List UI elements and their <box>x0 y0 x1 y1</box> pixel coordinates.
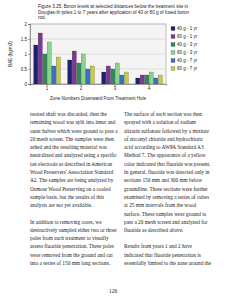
y-tick: 0 <box>24 82 30 87</box>
grid-line <box>30 39 166 40</box>
tick-label: 1 <box>24 52 27 57</box>
paragraph: Results from years 1 and 2 have indicate… <box>124 242 212 267</box>
axis-line <box>28 25 31 85</box>
bar <box>158 75 162 84</box>
legend-label: 40 g - 1 yr <box>177 26 198 31</box>
y-tick: 1 <box>24 52 30 57</box>
bar <box>145 75 149 84</box>
bar <box>102 72 106 84</box>
bar <box>38 33 42 84</box>
tick-label: 2 <box>24 22 27 27</box>
bar <box>90 66 94 84</box>
tick-mark <box>28 54 30 55</box>
x-axis-title: Zone Numbers Downward From Treatment Hol… <box>50 96 147 101</box>
legend-label: 80 g - 3 yr <box>177 50 198 55</box>
bar <box>140 75 144 84</box>
tick-label: 1.5 <box>21 37 28 42</box>
bar <box>86 69 90 84</box>
bar <box>34 45 38 84</box>
x-axis: 1 2 3 4 <box>31 84 167 91</box>
chart: 0 0.5 1 1.5 2 1 2 3 4Zone Numbers Downward From … <box>0 20 226 106</box>
bar <box>106 66 110 84</box>
bar <box>124 72 128 84</box>
tick-label: 4 <box>148 86 151 91</box>
legend-label: 40 g - 3 yr <box>177 42 198 47</box>
bar <box>72 51 76 84</box>
bar <box>136 78 140 84</box>
caption: Figure 3.25. Boron levels at selected di… <box>38 4 198 21</box>
legend-swatch <box>171 27 175 31</box>
legend-swatch <box>171 59 175 63</box>
bar <box>115 63 119 84</box>
legend-swatch <box>171 51 175 55</box>
plot-area <box>30 24 166 84</box>
legend-swatch <box>171 35 175 39</box>
legend: 40 g - 1 yr 80 g - 1 yr 40 g - 3 yr 80 g - … <box>171 26 198 71</box>
bar <box>154 78 158 84</box>
text-column: The surface of each section was then spr… <box>124 110 212 275</box>
x-tick: 3 <box>114 84 117 91</box>
legend-label: 80 g - 1 yr <box>177 34 198 39</box>
x-tick: 1 <box>46 84 49 91</box>
legend-label: 40 g - 7 yr <box>177 58 198 63</box>
y-tick: 2 <box>24 22 30 27</box>
grid-line <box>30 24 166 25</box>
x-tick: 2 <box>80 84 83 91</box>
paragraph: treated shaft was discarded, then the re… <box>30 110 118 210</box>
bar <box>47 42 51 84</box>
bar <box>68 60 72 84</box>
bar <box>120 75 124 84</box>
bar <box>56 57 60 84</box>
tick-label: 2 <box>80 86 83 91</box>
tick-mark <box>28 24 30 25</box>
tick-mark <box>28 84 30 85</box>
bar <box>149 72 153 84</box>
page-number: 126 <box>0 288 226 294</box>
x-tick: 4 <box>148 84 151 91</box>
y-axis: 0 0.5 1 1.5 2 <box>21 22 31 87</box>
bar <box>77 63 81 84</box>
tick-label: 1 <box>46 86 49 91</box>
legend-swatch <box>171 67 175 71</box>
text-column: treated shaft was discarded, then the re… <box>30 110 118 275</box>
bar <box>111 69 115 84</box>
legend-label: 80 g - 7 yr <box>177 66 198 71</box>
tick-label: 0 <box>24 82 27 87</box>
bar <box>81 54 85 84</box>
bar <box>52 66 56 84</box>
legend-swatch <box>171 43 175 47</box>
paragraph: The surface of each section was then spr… <box>124 110 212 234</box>
tick-mark <box>28 69 30 70</box>
tick-mark <box>28 39 30 40</box>
tick-label: 3 <box>114 86 117 91</box>
y-tick: 1.5 <box>21 37 30 42</box>
axis-line <box>31 85 167 87</box>
paragraph: In addition to removing cores, we destru… <box>30 218 118 268</box>
y-tick: 0.5 <box>21 67 30 72</box>
bar <box>43 54 47 84</box>
y-axis-title: BAE (kg/m3) <box>8 41 13 67</box>
tick-label: 0.5 <box>21 67 28 72</box>
